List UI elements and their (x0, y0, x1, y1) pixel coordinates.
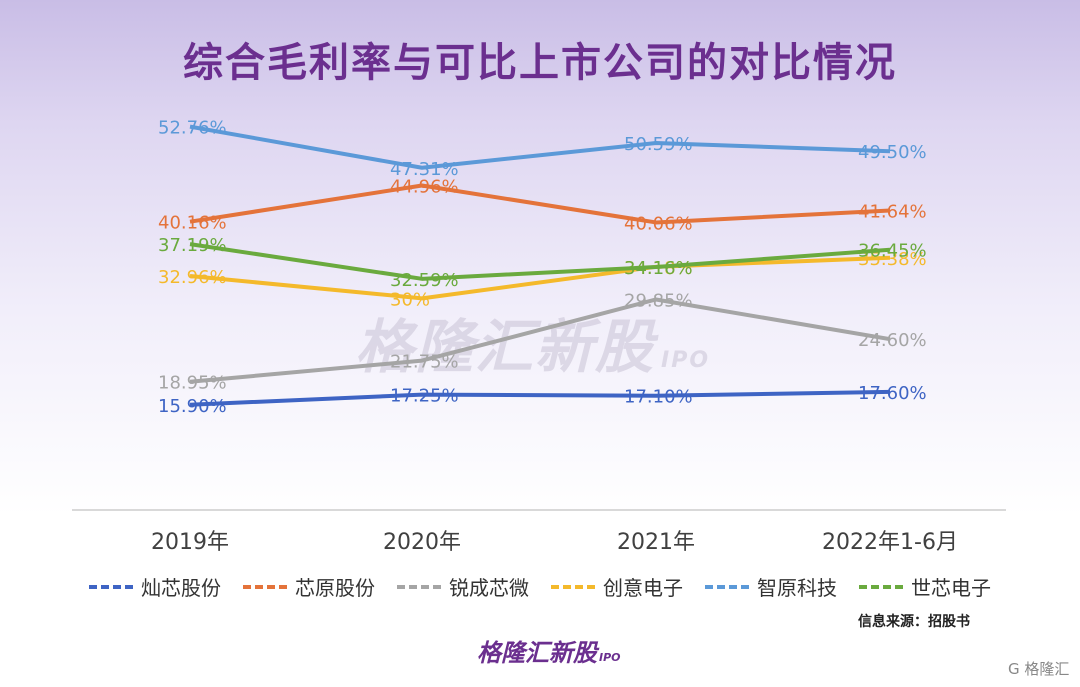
series-line-4 (189, 124, 891, 170)
legend-swatch (89, 584, 133, 589)
series-line-3 (189, 255, 891, 301)
legend-swatch (551, 584, 595, 589)
legend-swatch (397, 584, 441, 589)
chart-title: 综合毛利率与可比上市公司的对比情况 (183, 40, 897, 86)
data-label: 34.16% (624, 258, 693, 279)
series-line-1 (189, 183, 891, 225)
legend-item: 创意电子 (551, 572, 683, 601)
data-label: 40.06% (624, 213, 693, 234)
data-label: 30% (390, 289, 430, 310)
data-label: 32.96% (158, 267, 227, 288)
series-line-2 (189, 297, 891, 384)
corner-logo: G 格隆汇 (1008, 660, 1070, 678)
brand-logo: 格隆汇新股 IPO (477, 633, 621, 668)
legend-label: 锐成芯微 (449, 576, 529, 600)
legend-swatch (859, 584, 903, 589)
data-label: 21.75% (390, 352, 459, 373)
watermark-ipo: IPO (661, 348, 711, 373)
data-label: 15.90% (158, 396, 227, 417)
source-note: 信息来源：招股书 (858, 614, 970, 630)
data-label: 24.60% (858, 330, 927, 351)
series-line-0 (189, 389, 891, 407)
legend-label: 灿芯股份 (141, 576, 221, 600)
legend-item: 世芯电子 (859, 572, 991, 601)
x-tick-label: 2022年1-6月 (822, 530, 958, 555)
legend: 灿芯股份 芯原股份 锐成芯微 创意电子 智原科技 世芯电子 (0, 572, 1080, 601)
data-label: 44.96% (390, 176, 459, 197)
data-label: 32.59% (390, 270, 459, 291)
legend-swatch (705, 584, 749, 589)
data-label: 37.19% (158, 235, 227, 256)
legend-swatch (243, 584, 287, 589)
data-label: 47.31% (390, 159, 459, 180)
data-label: 17.25% (390, 386, 459, 407)
legend-item: 智原科技 (705, 572, 837, 601)
data-label: 41.64% (858, 202, 927, 223)
data-label: 49.50% (858, 142, 927, 163)
data-label: 18.95% (158, 373, 227, 394)
data-label: 52.76% (158, 118, 227, 139)
legend-label: 世芯电子 (911, 576, 991, 600)
data-label: 17.10% (624, 387, 693, 408)
legend-label: 芯原股份 (295, 576, 375, 600)
x-tick-label: 2021年 (617, 530, 695, 555)
data-label: 50.59% (624, 134, 693, 155)
brand-ipo: IPO (599, 651, 621, 664)
data-label: 36.45% (858, 241, 927, 262)
legend-item: 灿芯股份 (89, 572, 221, 601)
brand-text: 格隆汇新股 (477, 639, 597, 667)
watermark-text: 格隆汇新股 (355, 313, 656, 381)
x-tick-label: 2019年 (151, 530, 229, 555)
data-label: 35.38% (858, 249, 927, 270)
data-label: 17.60% (858, 383, 927, 404)
legend-label: 创意电子 (603, 576, 683, 600)
data-label: 40.16% (158, 213, 227, 234)
watermark: 格隆汇新股 IPO (355, 300, 710, 384)
data-label: 29.85% (624, 290, 693, 311)
legend-label: 智原科技 (757, 576, 837, 600)
legend-item: 芯原股份 (243, 572, 375, 601)
x-tick-label: 2020年 (383, 530, 461, 555)
legend-item: 锐成芯微 (397, 572, 529, 601)
series-line-5 (189, 242, 891, 281)
